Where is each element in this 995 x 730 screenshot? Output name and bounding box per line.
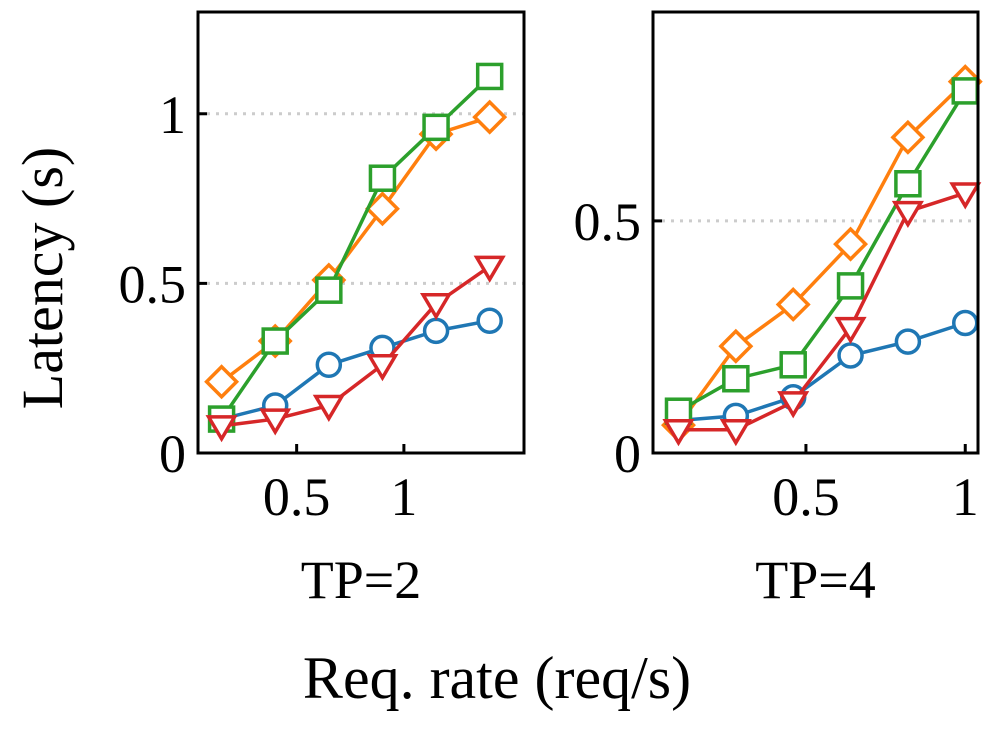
series-green-point [894, 170, 922, 198]
x-axis-title: Req. rate (req/s) [303, 645, 691, 711]
series-red-point [949, 182, 982, 210]
series-orange-point [718, 328, 754, 364]
series-blue-point [952, 309, 979, 337]
series-red-point [891, 200, 924, 229]
series-red-point [259, 408, 292, 436]
series-blue-point [476, 307, 503, 334]
series-red-point [662, 419, 695, 447]
series-red-point [312, 394, 345, 422]
x-tick-label: 1 [390, 467, 417, 527]
y-tick-label: 0.5 [119, 254, 187, 314]
series-blue-line [678, 321, 966, 423]
x-tick-label: 0.5 [772, 467, 840, 527]
series-green-point [422, 113, 450, 142]
series-red-point [834, 316, 867, 345]
y-tick-label: 0 [614, 424, 641, 484]
series-green-point [261, 327, 289, 355]
series-blue-point [894, 328, 922, 355]
series-green-point [779, 351, 807, 379]
series-blue-point [837, 342, 864, 369]
series-orange-point [472, 99, 508, 135]
series-orange-line [677, 80, 967, 427]
y-tick-label: 0.5 [574, 192, 642, 252]
panel-title: TP=4 [755, 550, 875, 610]
series-orange-point [364, 191, 400, 227]
series-green-point [951, 77, 980, 105]
x-tick-label: 0.5 [263, 467, 331, 527]
series-green-point [722, 364, 750, 393]
series-blue-point [315, 351, 343, 379]
series-red-point [473, 255, 506, 283]
series-red-point [777, 391, 810, 419]
series-red-point [419, 292, 453, 321]
series-green-point [368, 164, 397, 192]
y-axis-title: Latency (s) [10, 147, 75, 409]
series-red-point [719, 419, 752, 447]
series-orange-point [775, 286, 811, 322]
series-green-point [836, 272, 865, 300]
plot-frame [196, 10, 526, 455]
series-red-point [366, 354, 399, 382]
series-orange-point [890, 119, 926, 155]
x-tick-label: 1 [952, 467, 979, 527]
y-tick-label: 1 [159, 85, 186, 145]
panel-2: 0 0.5 0.5 1 TP=4 [574, 10, 983, 610]
plot-frame [651, 10, 980, 455]
panel-1: 0 0.5 1 0.5 1 TP=2 [119, 10, 526, 610]
series-blue-point [422, 317, 450, 345]
series-orange-point [204, 364, 240, 400]
panel-title: TP=2 [301, 550, 421, 610]
y-tick-label: 0 [159, 424, 186, 484]
series-red-line [678, 191, 966, 432]
series-orange-point [833, 226, 869, 262]
series-green-point [315, 276, 343, 304]
series-red-point [205, 415, 238, 443]
series-green-point [475, 62, 504, 91]
